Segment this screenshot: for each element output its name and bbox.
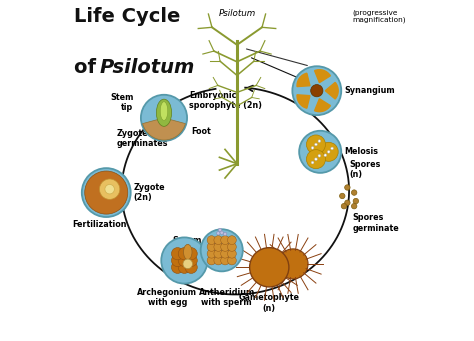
Ellipse shape: [156, 99, 172, 127]
Wedge shape: [143, 118, 185, 140]
Circle shape: [172, 254, 184, 267]
Circle shape: [328, 150, 330, 153]
Circle shape: [318, 140, 321, 143]
Circle shape: [324, 154, 327, 157]
Circle shape: [223, 232, 227, 236]
Text: Psilotum: Psilotum: [219, 9, 255, 18]
Text: of: of: [74, 58, 103, 77]
Text: Gametophyte
(n): Gametophyte (n): [239, 294, 300, 313]
Circle shape: [201, 229, 243, 271]
Circle shape: [315, 158, 317, 161]
Circle shape: [185, 261, 197, 273]
Text: Spores
(n): Spores (n): [349, 160, 381, 179]
Circle shape: [183, 259, 192, 269]
Circle shape: [228, 236, 237, 244]
Circle shape: [161, 237, 208, 284]
Circle shape: [105, 184, 114, 194]
Circle shape: [217, 232, 220, 235]
Text: Spores
germinate: Spores germinate: [353, 213, 399, 233]
Circle shape: [221, 256, 229, 265]
Circle shape: [341, 204, 346, 209]
Circle shape: [278, 249, 308, 279]
Circle shape: [178, 254, 191, 267]
Circle shape: [307, 135, 326, 154]
Text: Embryonic
sporophyte (2n): Embryonic sporophyte (2n): [190, 91, 263, 110]
Circle shape: [82, 168, 131, 217]
Ellipse shape: [160, 102, 168, 120]
Circle shape: [292, 66, 341, 115]
Circle shape: [185, 254, 197, 267]
Circle shape: [172, 248, 184, 260]
Circle shape: [178, 248, 191, 260]
Wedge shape: [315, 99, 330, 112]
Wedge shape: [325, 83, 338, 99]
Text: Antheridium
with sperm: Antheridium with sperm: [199, 288, 255, 307]
Text: Archegonium
with egg: Archegonium with egg: [137, 288, 197, 307]
Circle shape: [220, 231, 223, 234]
Circle shape: [185, 248, 197, 260]
Circle shape: [353, 198, 358, 204]
Circle shape: [331, 147, 333, 150]
Circle shape: [207, 236, 216, 244]
Circle shape: [250, 248, 289, 287]
Wedge shape: [297, 95, 310, 108]
Text: Melosis: Melosis: [344, 147, 378, 156]
Circle shape: [85, 171, 128, 214]
Circle shape: [214, 256, 223, 265]
Circle shape: [339, 193, 345, 199]
Text: Zygote
germinates: Zygote germinates: [117, 129, 168, 148]
Circle shape: [315, 143, 317, 146]
Circle shape: [307, 150, 326, 169]
Ellipse shape: [183, 244, 192, 260]
Circle shape: [228, 256, 237, 265]
Circle shape: [221, 236, 229, 244]
Circle shape: [311, 147, 314, 149]
Circle shape: [318, 154, 321, 157]
Circle shape: [178, 261, 191, 273]
Circle shape: [207, 242, 216, 251]
Circle shape: [311, 161, 314, 164]
Circle shape: [228, 249, 237, 258]
Circle shape: [221, 242, 229, 251]
Circle shape: [141, 95, 187, 141]
Circle shape: [214, 249, 223, 258]
Circle shape: [219, 228, 222, 232]
Circle shape: [207, 249, 216, 258]
Circle shape: [319, 142, 338, 161]
Text: Synangium: Synangium: [344, 86, 394, 95]
Circle shape: [351, 204, 357, 209]
Circle shape: [345, 185, 350, 190]
Circle shape: [221, 249, 229, 258]
Circle shape: [172, 261, 184, 273]
Text: Fertilization: Fertilization: [72, 220, 127, 229]
Circle shape: [214, 236, 223, 244]
Text: Sperm: Sperm: [172, 236, 201, 244]
Circle shape: [100, 179, 120, 199]
Circle shape: [299, 131, 341, 173]
Text: Stem
tip: Stem tip: [110, 93, 133, 112]
Text: Life Cycle: Life Cycle: [74, 8, 181, 27]
Circle shape: [310, 85, 323, 97]
Wedge shape: [297, 73, 310, 87]
Circle shape: [207, 256, 216, 265]
Text: Foot: Foot: [191, 127, 211, 136]
Circle shape: [228, 242, 237, 251]
Wedge shape: [315, 70, 330, 83]
Text: Zygote
(2n): Zygote (2n): [133, 183, 165, 202]
Circle shape: [214, 242, 223, 251]
Circle shape: [351, 190, 357, 195]
Text: (progressive
magnification): (progressive magnification): [353, 9, 406, 23]
Text: Psilotum: Psilotum: [100, 58, 195, 77]
Circle shape: [345, 200, 350, 206]
